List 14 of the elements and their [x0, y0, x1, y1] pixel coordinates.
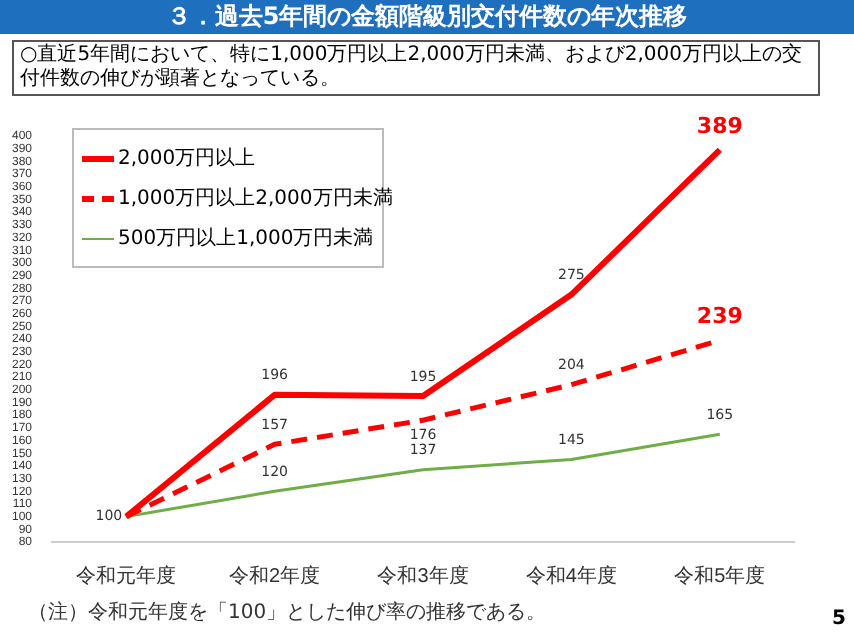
x-tick-label: 令和元年度 [76, 563, 177, 588]
chart-title: ３．過去5年間の金額階級別交付件数の年次推移 [0, 0, 854, 34]
x-tick-label: 令和2年度 [229, 563, 321, 588]
data-label: 389 [696, 112, 743, 139]
text: 5 [832, 608, 846, 630]
legend-label: 1,000万円以上2,000万円未満 [118, 185, 393, 212]
chart-subtitle: ○直近5年間において、特に1,000万円以上2,000万円未満、および2,000万円以上の交付件数の伸びが顕著となっている。 [12, 40, 820, 96]
legend-label: 2,000万円以上 [118, 145, 256, 172]
x-tick-label: 令和3年度 [377, 563, 469, 588]
legend-label: 500万円以上1,000万円未満 [118, 225, 374, 252]
x-tick-label: 令和5年度 [674, 563, 766, 588]
data-label: 239 [696, 302, 743, 329]
text: （注）令和元年度を「100」とした伸び率の推移である。 [28, 599, 547, 626]
x-tick-label: 令和4年度 [525, 563, 617, 588]
